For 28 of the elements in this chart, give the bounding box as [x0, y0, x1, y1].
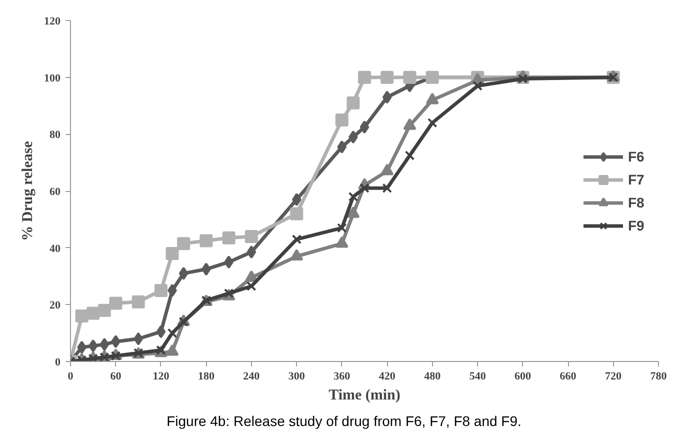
- y-tick-label: 100: [44, 72, 61, 84]
- x-tick-label: 780: [650, 370, 668, 382]
- x-axis-title: Time (min): [328, 388, 400, 404]
- legend-label: F8: [628, 194, 646, 210]
- legend-label: F7: [628, 171, 646, 187]
- x-tick-label: 180: [198, 370, 215, 382]
- x-tick-label: 480: [424, 370, 442, 382]
- y-tick-label: 60: [50, 186, 61, 198]
- y-tick-label: 0: [55, 356, 61, 368]
- caption: Figure 4b: Release study of drug from F6, F7, F8 and F9.: [166, 412, 522, 431]
- y-tick-label: 20: [50, 300, 61, 312]
- x-tick-label: 60: [110, 370, 122, 382]
- x-tick-label: 540: [469, 370, 486, 382]
- y-axis-title: % Drug release: [20, 140, 36, 241]
- x-tick-label: 720: [605, 370, 622, 382]
- y-tick-label: 40: [50, 242, 61, 255]
- y-tick-label: 120: [44, 16, 61, 28]
- x-tick-label: 240: [243, 370, 260, 382]
- legend-label: F9: [628, 217, 646, 233]
- x-tick-label: 300: [288, 370, 306, 382]
- x-tick-label: 0: [68, 370, 74, 382]
- x-tick-label: 600: [514, 370, 532, 382]
- x-tick-label: 360: [334, 370, 351, 382]
- x-tick-label: 660: [560, 370, 577, 382]
- x-tick-label: 420: [378, 370, 396, 382]
- x-tick-label: 120: [152, 370, 170, 382]
- y-tick-label: 80: [50, 129, 61, 142]
- legend-label: F6: [628, 148, 646, 164]
